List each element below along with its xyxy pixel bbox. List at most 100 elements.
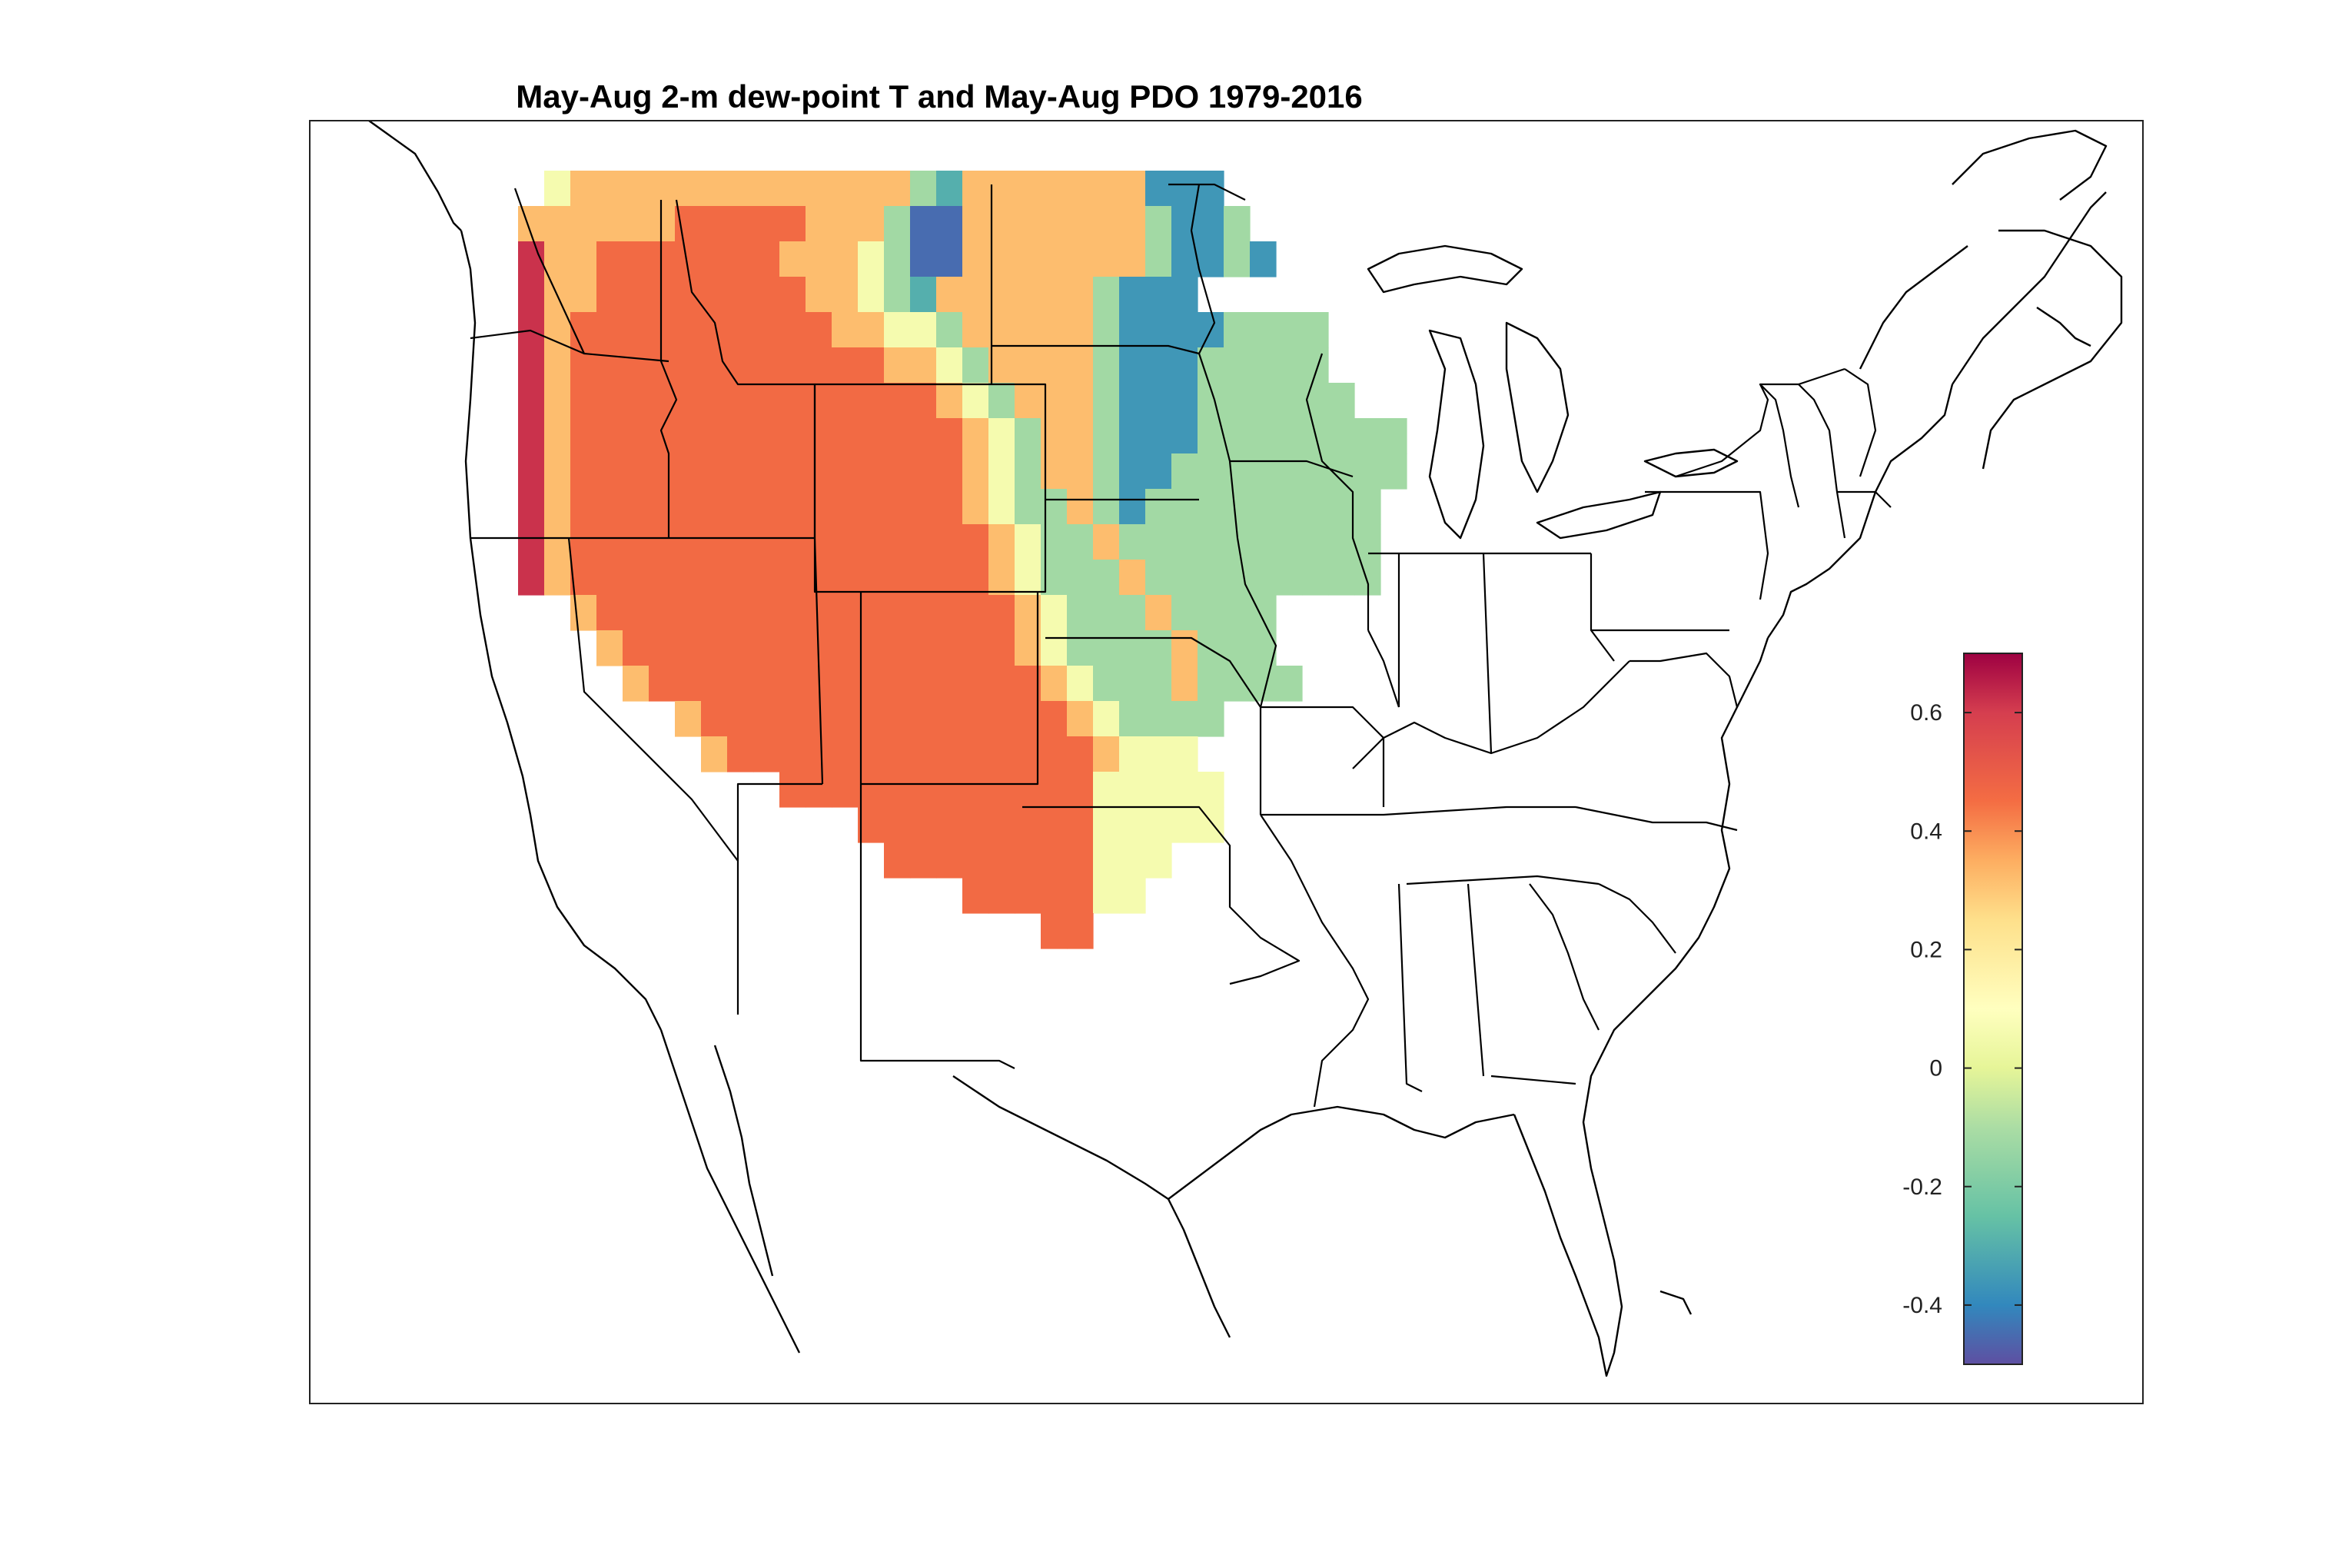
heatmap-cell (1067, 241, 1094, 277)
heatmap-cell (1328, 418, 1355, 454)
heatmap-cell (1041, 842, 1068, 879)
heatmap-cell (1171, 453, 1198, 490)
heatmap-cell (1119, 630, 1146, 666)
heatmap-cell (936, 772, 963, 808)
heatmap-cell (988, 312, 1015, 348)
heatmap-cell (753, 453, 780, 490)
heatmap-cell (910, 666, 937, 702)
heatmap-cell (1093, 241, 1120, 277)
heatmap-cell (570, 418, 597, 454)
heatmap-cell (910, 312, 937, 348)
heatmap-cell (1354, 489, 1381, 525)
heatmap-cell (884, 842, 911, 879)
heatmap-cell (701, 277, 728, 313)
heatmap-cell (858, 666, 885, 702)
heatmap-cell (1171, 807, 1198, 843)
heatmap-cell (727, 736, 754, 772)
heatmap-cell (1302, 560, 1329, 596)
heatmap-cell (988, 842, 1015, 879)
heatmap-cell (544, 171, 571, 207)
heatmap-cell (779, 453, 806, 490)
heatmap-cell (858, 630, 885, 666)
heatmap-cell (1015, 630, 1041, 666)
heatmap-cell (1224, 630, 1251, 666)
heatmap-cell (858, 383, 885, 419)
heatmap-cell (1041, 666, 1068, 702)
heatmap-cell (518, 560, 545, 596)
heatmap-cell (1041, 913, 1068, 949)
heatmap-cell (596, 241, 623, 277)
heatmap-cell (1041, 630, 1068, 666)
heatmap-cell (884, 171, 911, 207)
heatmap-cell (806, 383, 832, 419)
heatmap-cell (1015, 878, 1041, 914)
heatmap-cell (806, 206, 832, 242)
heatmap-cell (988, 701, 1015, 737)
heatmap-cell (962, 524, 989, 560)
heatmap-cell (596, 383, 623, 419)
heatmap-cell (1145, 595, 1172, 631)
heatmap-cell (1224, 418, 1251, 454)
heatmap-cell (1250, 453, 1277, 490)
heatmap-cell (1198, 241, 1224, 277)
heatmap-cell (1015, 736, 1041, 772)
colorbar-tick-label: 0.2 (1910, 937, 1942, 962)
heatmap-cell (884, 595, 911, 631)
heatmap-cell (858, 736, 885, 772)
heatmap-cell (962, 772, 989, 808)
heatmap-cell (1250, 347, 1277, 384)
heatmap-cell (936, 524, 963, 560)
heatmap-cell (1119, 772, 1146, 808)
heatmap-cell (910, 807, 937, 843)
heatmap-cell (649, 171, 676, 207)
heatmap-cell (832, 560, 859, 596)
heatmap-cell (701, 206, 728, 242)
heatmap-cell (727, 347, 754, 384)
heatmap-cell (1171, 524, 1198, 560)
heatmap-cell (1198, 489, 1224, 525)
heatmap-cell (936, 666, 963, 702)
heatmap-cell (727, 560, 754, 596)
heatmap-cell (988, 524, 1015, 560)
heatmap-cell (988, 418, 1015, 454)
heatmap-cell (1328, 524, 1355, 560)
heatmap-cell (1067, 560, 1094, 596)
heatmap-cell (1067, 277, 1094, 313)
heatmap-cell (753, 171, 780, 207)
heatmap-cell (962, 171, 989, 207)
heatmap-cell (1093, 453, 1120, 490)
heatmap-cell (675, 383, 702, 419)
heatmap-cell (1250, 560, 1277, 596)
heatmap-cell (649, 277, 676, 313)
heatmap-cell (779, 383, 806, 419)
heatmap-cell (832, 347, 859, 384)
heatmap-cell (1250, 312, 1277, 348)
heatmap-cell (596, 277, 623, 313)
heatmap-cell (988, 595, 1015, 631)
heatmap-cell (779, 701, 806, 737)
heatmap-cell (910, 524, 937, 560)
heatmap-cell (1067, 595, 1094, 631)
heatmap-cell (1093, 701, 1120, 737)
heatmap-cell (727, 418, 754, 454)
heatmap-cell (936, 383, 963, 419)
heatmap-cell (1302, 489, 1329, 525)
heatmap-cell (858, 524, 885, 560)
heatmap-cell (910, 560, 937, 596)
heatmap-cell (1276, 347, 1303, 384)
heatmap-cell (1041, 701, 1068, 737)
heatmap-cell (1041, 241, 1068, 277)
heatmap-cell (701, 347, 728, 384)
heatmap-cell (1119, 312, 1146, 348)
heatmap-cell (1015, 524, 1041, 560)
heatmap-cell (858, 595, 885, 631)
heatmap-cell (884, 736, 911, 772)
heatmap-cell (701, 312, 728, 348)
heatmap-cell (1041, 347, 1068, 384)
heatmap-cell (1067, 736, 1094, 772)
heatmap-cell (1093, 630, 1120, 666)
heatmap-cell (858, 489, 885, 525)
heatmap-cell (727, 701, 754, 737)
heatmap-cell (701, 241, 728, 277)
